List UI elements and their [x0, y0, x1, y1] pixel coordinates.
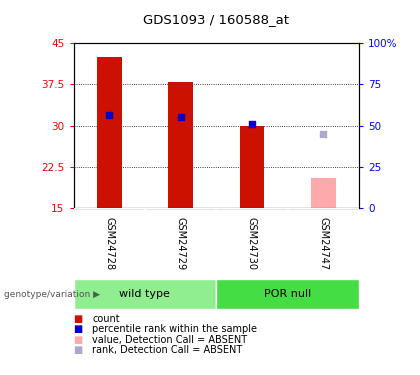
Text: rank, Detection Call = ABSENT: rank, Detection Call = ABSENT: [92, 345, 243, 355]
Bar: [74, 279, 216, 309]
Text: ■: ■: [74, 314, 83, 324]
Text: GSM24730: GSM24730: [247, 217, 257, 270]
Text: value, Detection Call = ABSENT: value, Detection Call = ABSENT: [92, 335, 247, 345]
Text: genotype/variation ▶: genotype/variation ▶: [4, 290, 100, 299]
Text: ■: ■: [74, 345, 83, 355]
Text: ■: ■: [74, 335, 83, 345]
Bar: [97, 57, 122, 208]
Text: GSM24729: GSM24729: [176, 217, 186, 270]
Text: GSM24747: GSM24747: [318, 217, 328, 270]
Text: POR null: POR null: [264, 290, 311, 299]
Point: [106, 112, 113, 118]
Text: GDS1093 / 160588_at: GDS1093 / 160588_at: [143, 13, 289, 26]
Point: [177, 114, 184, 120]
Bar: [168, 82, 193, 208]
Text: GSM24728: GSM24728: [104, 217, 114, 270]
Bar: [216, 279, 359, 309]
Point: [249, 121, 255, 127]
Bar: [239, 126, 265, 208]
Text: count: count: [92, 314, 120, 324]
Text: percentile rank within the sample: percentile rank within the sample: [92, 324, 257, 334]
Point: [320, 131, 327, 137]
Bar: [311, 178, 336, 208]
Text: wild type: wild type: [119, 290, 171, 299]
Text: ■: ■: [74, 324, 83, 334]
